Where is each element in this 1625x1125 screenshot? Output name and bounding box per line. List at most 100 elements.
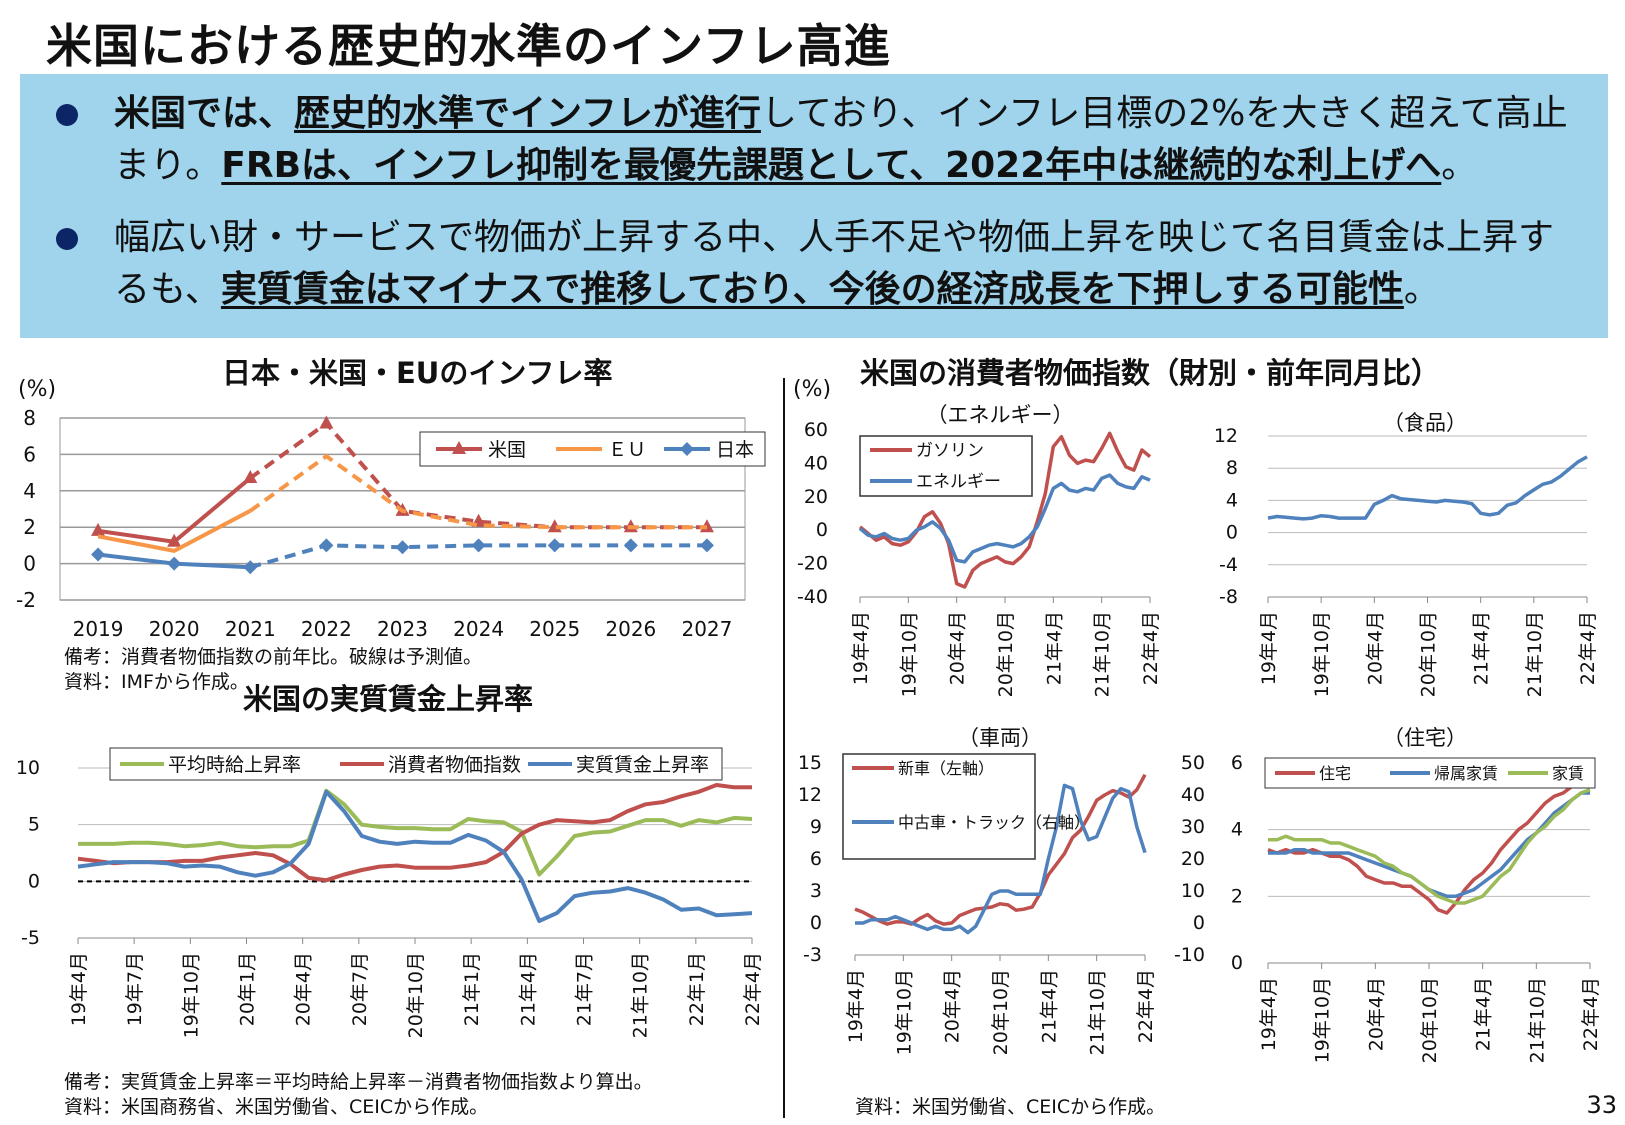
vehicle-legend-label: 新車（左軸） bbox=[898, 759, 994, 778]
vehicle-y-tick-label: 0 bbox=[810, 912, 822, 934]
food-x-tick-label: 21年4月 bbox=[1471, 611, 1493, 685]
vehicle-x-tick-label: 22年4月 bbox=[1135, 969, 1157, 1043]
food-x-tick-label: 22年4月 bbox=[1577, 611, 1599, 685]
inflation-legend-label: ＥＵ bbox=[608, 439, 646, 461]
bullet-2: 幅広い財・サービスで物価が上昇する中、人手不足や物価上昇を映じて名目賃金は上昇す… bbox=[56, 212, 1576, 316]
note-line: 備考：消費者物価指数の前年比。破線は予測値。 bbox=[64, 646, 483, 668]
wage-legend-label: 消費者物価指数 bbox=[388, 754, 521, 776]
bullet-1-segment: 米国では、 bbox=[114, 93, 295, 134]
energy-x-tick-label: 21年10月 bbox=[1092, 611, 1114, 697]
inflation-y-tick-label: 2 bbox=[23, 515, 36, 539]
wage-x-tick-label: 20年10月 bbox=[405, 952, 427, 1038]
wage-x-tick-label: 20年4月 bbox=[293, 952, 315, 1026]
vehicle-series-line-1 bbox=[855, 783, 1147, 935]
wage-x-tick-label: 21年10月 bbox=[630, 952, 652, 1038]
housing-y-tick-label: 4 bbox=[1231, 819, 1243, 841]
inflation-point bbox=[243, 470, 258, 484]
bullet-1-segment: 歴史的水準でインフレが進行 bbox=[294, 93, 761, 134]
bullet-dot-icon bbox=[56, 104, 78, 126]
cpi-notes: 資料：米国労働省、CEICから作成。 bbox=[855, 1095, 1165, 1120]
wage-series-line-1 bbox=[77, 783, 752, 883]
vehicle-y-tick-label: 12 bbox=[798, 784, 822, 806]
vehicle-y2-tick-label: 10 bbox=[1181, 880, 1205, 902]
inflation-legend-label: 日本 bbox=[716, 439, 754, 461]
page-number: 33 bbox=[1586, 1091, 1617, 1119]
inflation-point bbox=[243, 560, 258, 575]
energy-x-tick-label: 19年4月 bbox=[850, 611, 872, 685]
wage-notes: 備考：実質賃金上昇率＝平均時給上昇率－消費者物価指数より算出。 資料：米国商務省… bbox=[64, 1070, 653, 1120]
vehicle-x-tick-label: 19年4月 bbox=[845, 969, 867, 1043]
housing-series-line-2 bbox=[1268, 788, 1591, 905]
food-subtitle: （食品） bbox=[1383, 411, 1467, 435]
wage-x-tick-label: 22年1月 bbox=[686, 952, 708, 1026]
energy-x-tick-label: 20年10月 bbox=[995, 611, 1017, 697]
housing-x-tick-label: 22年4月 bbox=[1580, 977, 1602, 1051]
inflation-point bbox=[319, 538, 334, 553]
cpi-chart-title: 米国の消費者物価指数（財別・前年同月比） bbox=[860, 356, 1441, 390]
cpi-y-unit: (%) bbox=[793, 377, 831, 402]
inflation-point bbox=[471, 538, 486, 553]
vehicle-legend-label: 中古車・トラック（右軸） bbox=[898, 813, 1090, 832]
energy-series-line-0 bbox=[858, 431, 1152, 589]
inflation-x-tick-label: 2026 bbox=[605, 617, 656, 641]
vehicle-y-tick-label: -3 bbox=[803, 944, 822, 966]
food-x-tick-label: 21年10月 bbox=[1524, 611, 1546, 697]
housing-series-line-0 bbox=[1267, 778, 1591, 915]
wage-x-tick-label: 20年1月 bbox=[237, 952, 259, 1026]
inflation-point bbox=[91, 522, 106, 536]
wage-legend bbox=[109, 747, 723, 781]
inflation-series-line-0 bbox=[97, 476, 252, 544]
wage-x-tick-label: 19年10月 bbox=[180, 952, 202, 1038]
inflation-plot-frame bbox=[59, 417, 746, 601]
inflation-x-tick-label: 2023 bbox=[377, 617, 428, 641]
wage-x-tick-label: 22年4月 bbox=[742, 952, 764, 1026]
inflation-x-tick-label: 2020 bbox=[149, 617, 200, 641]
inflation-series-line-1 bbox=[97, 509, 252, 553]
vehicle-x-tick-label: 20年4月 bbox=[942, 969, 964, 1043]
note-line: 資料：IMFから作成。 bbox=[64, 671, 249, 693]
inflation-point bbox=[699, 538, 714, 553]
energy-legend bbox=[859, 435, 1033, 497]
energy-x-tick-label: 20年4月 bbox=[947, 611, 969, 685]
housing-legend-label: 家賃 bbox=[1552, 764, 1584, 783]
vehicle-subtitle: （車両） bbox=[958, 726, 1042, 750]
wage-x-tick-label: 21年7月 bbox=[574, 952, 596, 1026]
energy-x-tick-label: 19年10月 bbox=[898, 611, 920, 697]
inflation-x-tick-label: 2022 bbox=[301, 617, 352, 641]
bullet-1-segment: 。 bbox=[1441, 145, 1478, 186]
inflation-y-unit: (%) bbox=[18, 377, 56, 402]
energy-legend-label: エネルギー bbox=[916, 472, 1001, 492]
vehicle-y-tick-label: 15 bbox=[798, 752, 822, 774]
wage-series-line-2 bbox=[77, 789, 753, 923]
housing-x-tick-label: 21年10月 bbox=[1526, 977, 1548, 1063]
housing-y-tick-label: 6 bbox=[1231, 752, 1243, 774]
inflation-y-tick-label: -2 bbox=[16, 588, 36, 612]
inflation-point bbox=[319, 415, 334, 429]
food-y-tick-label: 0 bbox=[1226, 522, 1238, 544]
housing-x-tick-label: 20年4月 bbox=[1365, 977, 1387, 1051]
inflation-legend-label: 米国 bbox=[488, 439, 526, 461]
wage-legend-label: 平均時給上昇率 bbox=[168, 754, 301, 776]
bullet-2-segment: 。 bbox=[1403, 269, 1440, 310]
bullet-1-segment: FRBは、インフレ抑制を最優先課題として、2022年中は継続的な利上げへ bbox=[221, 145, 1442, 186]
energy-legend-label: ガソリン bbox=[916, 441, 984, 461]
inflation-x-tick-label: 2024 bbox=[453, 617, 504, 641]
energy-y-tick-label: -20 bbox=[797, 553, 828, 575]
vehicle-series-line-0 bbox=[854, 773, 1147, 926]
energy-x-tick-label: 21年4月 bbox=[1043, 611, 1065, 685]
inflation-legend-marker bbox=[452, 441, 466, 454]
wage-y-tick-label: -5 bbox=[21, 927, 40, 949]
bullet-2-segment: 実質賃金はマイナスで推移しており、今後の経済成長を下押しする可能性 bbox=[220, 269, 1404, 310]
inflation-notes: 備考：消費者物価指数の前年比。破線は予測値。 資料：IMFから作成。 bbox=[64, 645, 482, 695]
vehicle-legend bbox=[842, 753, 1036, 860]
inflation-point bbox=[623, 538, 638, 553]
wage-y-tick-label: 5 bbox=[28, 814, 40, 836]
housing-legend-label: 住宅 bbox=[1319, 764, 1351, 783]
energy-y-tick-label: 60 bbox=[804, 419, 828, 441]
inflation-y-tick-label: 4 bbox=[23, 479, 36, 503]
energy-subtitle: （エネルギー） bbox=[927, 403, 1074, 427]
bullet-2-segment: 幅広い財・サービスで物価が上昇する中、人手不足や物価上昇を映じて名目賃金は上昇す… bbox=[114, 217, 1555, 310]
vehicle-x-tick-label: 21年4月 bbox=[1038, 969, 1060, 1043]
inflation-y-tick-label: 8 bbox=[23, 406, 36, 430]
energy-series-line-1 bbox=[858, 473, 1151, 564]
